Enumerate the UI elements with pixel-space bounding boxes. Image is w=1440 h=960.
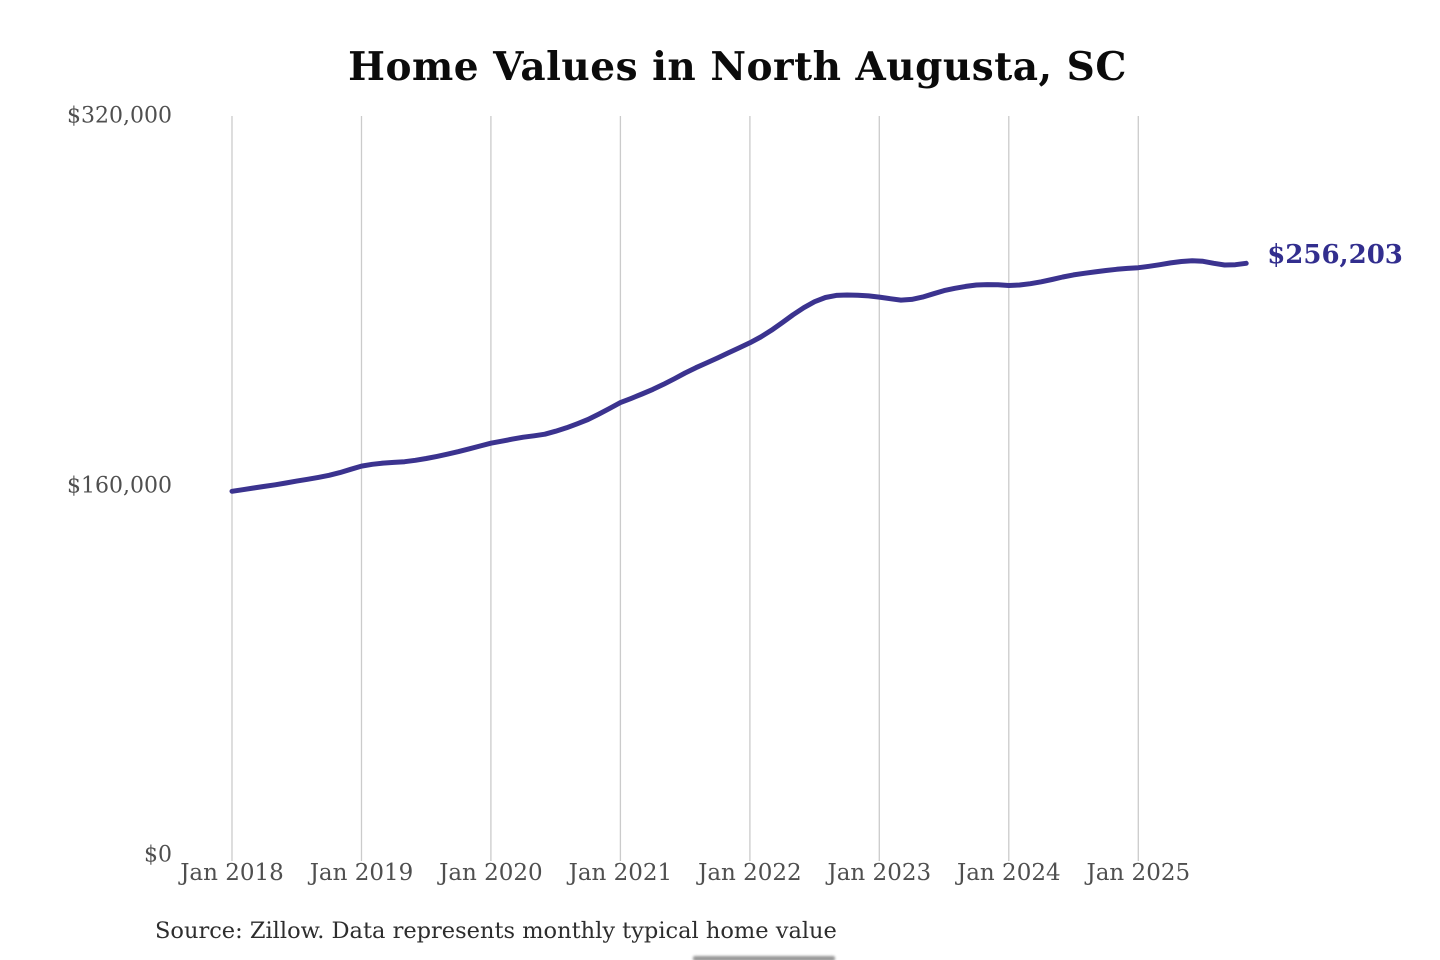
x-tick-label: Jan 2025	[1086, 860, 1191, 886]
x-tick-label: Jan 2022	[698, 860, 802, 886]
x-tick-label: Jan 2018	[180, 860, 284, 886]
x-tick-label: Jan 2019	[309, 860, 414, 886]
x-tick-label: Jan 2021	[568, 860, 673, 886]
home-value-line-series	[229, 258, 1249, 494]
x-tick-label: Jan 2020	[439, 860, 543, 886]
bottom-edge-artifact	[693, 956, 835, 960]
chart-title: Home Values in North Augusta, SC	[348, 44, 1127, 90]
y-tick-label: $0	[144, 842, 172, 868]
y-tick-label: $320,000	[67, 103, 172, 129]
x-tick-label: Jan 2023	[827, 860, 932, 886]
x-tick-label: Jan 2024	[957, 860, 1061, 886]
last-value-data-label: $256,203	[1267, 240, 1403, 271]
vertical-gridlines	[231, 116, 1139, 861]
source-attribution: Source: Zillow. Data represents monthly …	[155, 918, 837, 944]
y-tick-label: $160,000	[67, 473, 172, 498]
